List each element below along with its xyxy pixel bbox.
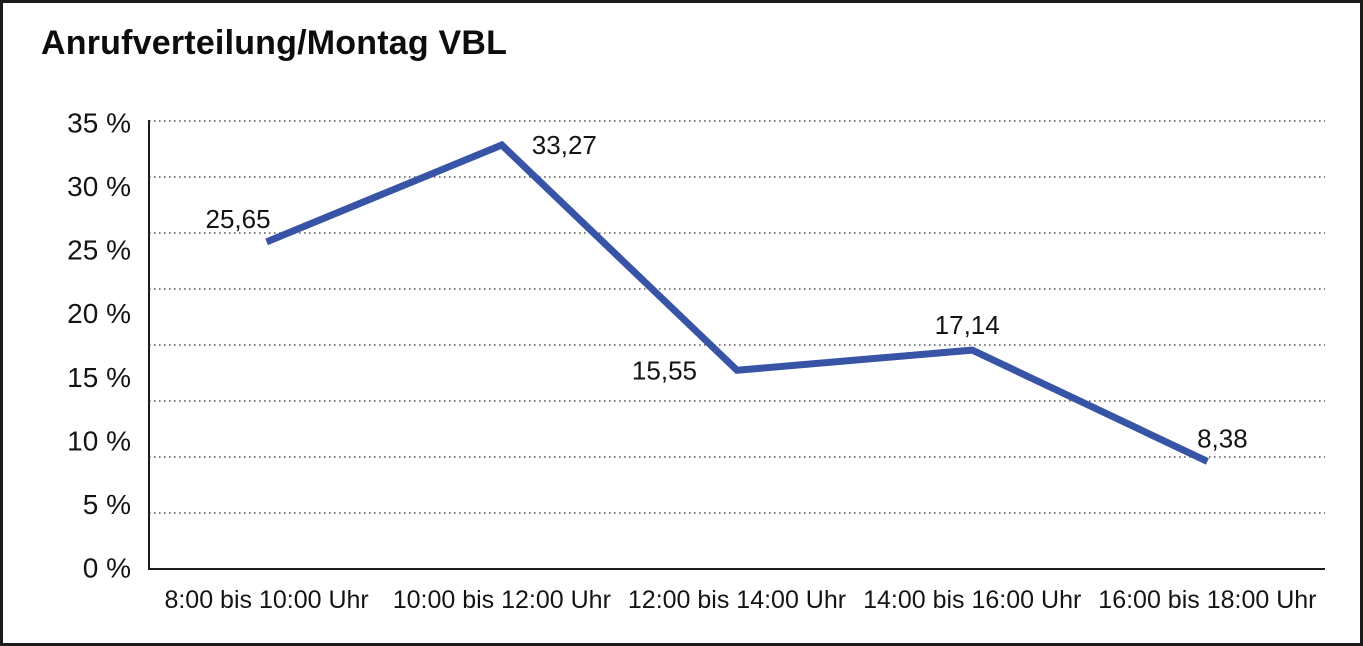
y-axis-tick-label: 35 % xyxy=(67,108,131,139)
y-axis-tick-label: 10 % xyxy=(67,425,131,456)
y-axis-tick-label: 25 % xyxy=(67,235,131,266)
data-point-label: 33,27 xyxy=(532,130,597,160)
x-axis-tick-label: 12:00 bis 14:00 Uhr xyxy=(628,586,846,614)
chart-title: Anrufverteilung/Montag VBL xyxy=(41,24,508,62)
data-point-label: 17,14 xyxy=(935,310,1000,340)
x-axis-tick-label: 10:00 bis 12:00 Uhr xyxy=(393,586,611,614)
x-axis-tick-label: 16:00 bis 18:00 Uhr xyxy=(1098,586,1316,614)
data-line xyxy=(265,140,1209,465)
y-axis-tick-label: 15 % xyxy=(67,362,131,393)
x-axis-tick-label: 8:00 bis 10:00 Uhr xyxy=(164,586,368,614)
line-chart-canvas: 35 % 30 % 25 % 20 % 15 % 10 % 5 % 0 % 8:00 bis 1… xyxy=(67,108,1325,614)
y-axis-tick-label: 30 % xyxy=(67,171,131,202)
y-axis-tick-label: 5 % xyxy=(83,489,131,520)
y-axis-tick-label: 0 % xyxy=(83,553,131,584)
x-axis-tick-label: 14:00 bis 16:00 Uhr xyxy=(863,586,1081,614)
data-point-label: 8,38 xyxy=(1197,423,1248,453)
data-point-label: 25,65 xyxy=(206,204,271,234)
data-point-label: 15,55 xyxy=(632,355,697,385)
y-axis-tick-label: 20 % xyxy=(67,298,131,329)
